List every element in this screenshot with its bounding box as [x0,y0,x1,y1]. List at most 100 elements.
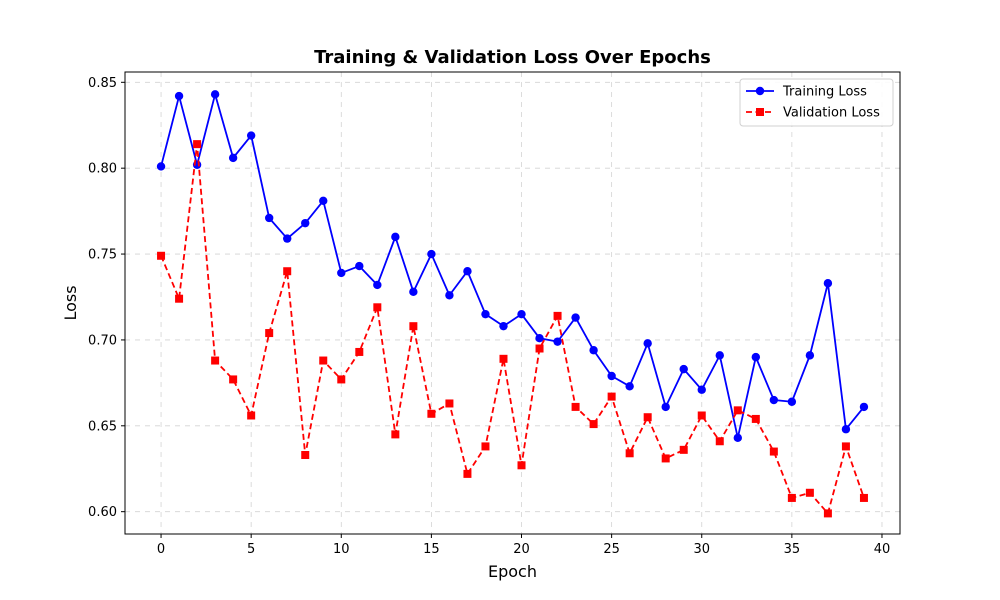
y-tick-label: 0.75 [88,248,117,263]
validation-loss-point [301,450,310,459]
validation-loss-point [427,409,436,418]
validation-loss-point [643,413,652,422]
validation-loss-point [625,449,634,458]
training-loss-point [391,232,400,242]
x-tick-label: 40 [874,542,891,557]
validation-loss-point [553,311,562,320]
training-loss-point [283,234,292,243]
validation-loss-point [769,447,778,456]
validation-loss-point [319,356,328,365]
validation-loss-point [697,411,706,420]
training-loss-point [643,339,652,348]
validation-loss-point [661,454,670,463]
y-axis-label: Loss [61,285,80,320]
training-loss-point [246,131,256,140]
x-axis-label: Epoch [488,562,537,581]
validation-loss-point [247,411,256,420]
axis-ticks: 0 5 10 15 20 25 30 35 40 0.60 0.65 0.70 0.75 0.80 0.85 [88,76,890,557]
validation-loss-point [787,493,796,502]
training-loss-point [679,364,688,374]
validation-loss-point [229,375,238,384]
training-loss-point [517,309,526,319]
training-loss-point [553,337,562,346]
training-loss-point [841,425,851,434]
training-loss-point [301,218,310,228]
training-loss-point [535,334,544,343]
x-tick-label: 30 [693,542,710,557]
validation-loss-point [409,322,418,331]
training-loss-point [697,385,706,394]
validation-loss-point [265,329,274,338]
legend: Training Loss Validation Loss [739,78,894,127]
training-loss-point [264,213,274,223]
validation-loss-point [499,354,508,363]
training-loss-point [409,287,418,297]
training-loss-point [769,395,779,405]
training-loss-point [445,291,454,300]
training-loss-point [571,313,580,322]
training-loss-point [156,162,166,171]
validation-loss-point [841,442,850,451]
x-tick-label: 15 [423,542,440,557]
training-loss-point [787,397,797,406]
validation-loss-point [157,251,166,260]
training-loss-point [733,433,742,443]
training-loss-point [751,352,761,362]
validation-loss-point [589,420,598,429]
validation-loss-line [160,143,865,515]
training-loss-point [463,267,472,276]
plot-series [156,90,869,518]
training-loss-point [823,279,833,288]
legend-box [739,78,894,127]
training-loss-point [174,91,184,101]
training-loss-point [715,351,724,360]
validation-loss-point [715,437,724,446]
x-tick-label: 20 [513,542,530,557]
validation-loss-point [607,392,616,401]
y-tick-label: 0.60 [88,505,117,520]
legend-training-loss-label: Training Loss [782,85,867,100]
x-tick-label: 35 [784,542,801,557]
validation-loss-point [373,303,382,312]
x-tick-label: 0 [157,542,165,557]
training-loss-point [355,261,364,271]
y-tick-label: 0.80 [88,162,117,177]
validation-loss-point [193,140,202,149]
y-tick-label: 0.70 [88,333,117,348]
training-loss-point [337,268,346,278]
legend-validation-loss-label: Validation Loss [783,106,880,121]
training-loss-point [427,249,436,259]
validation-loss-point [391,430,400,439]
x-tick-label: 5 [247,542,255,557]
validation-loss-point [571,402,580,411]
y-tick-label: 0.65 [88,419,117,434]
validation-loss-point [355,347,364,356]
validation-loss-point [211,356,220,365]
validation-loss-point [535,344,544,353]
chart-title: Training & Validation Loss Over Epochs [314,47,711,68]
training-loss-point [805,351,815,360]
training-loss-line [160,93,865,439]
training-loss-point [481,309,490,319]
legend-validation-loss-marker [756,108,764,116]
validation-loss-point [175,294,184,303]
plot-frame [124,71,901,535]
y-tick-label: 0.85 [88,76,117,91]
validation-loss-point [805,488,814,497]
validation-loss-point [481,442,490,451]
legend-training-loss-marker [755,86,765,96]
validation-loss-point [337,375,346,384]
validation-loss-point [517,461,526,470]
training-loss-point [661,402,670,412]
training-loss-point [607,371,616,381]
validation-loss-point [859,493,868,502]
training-loss-point [319,196,328,206]
training-loss-point [499,321,508,331]
training-loss-point [625,382,634,391]
validation-loss-point [679,445,688,454]
validation-loss-point [733,406,742,415]
training-loss-point [859,402,869,412]
training-loss-point [373,280,382,290]
validation-loss-point [445,399,454,408]
